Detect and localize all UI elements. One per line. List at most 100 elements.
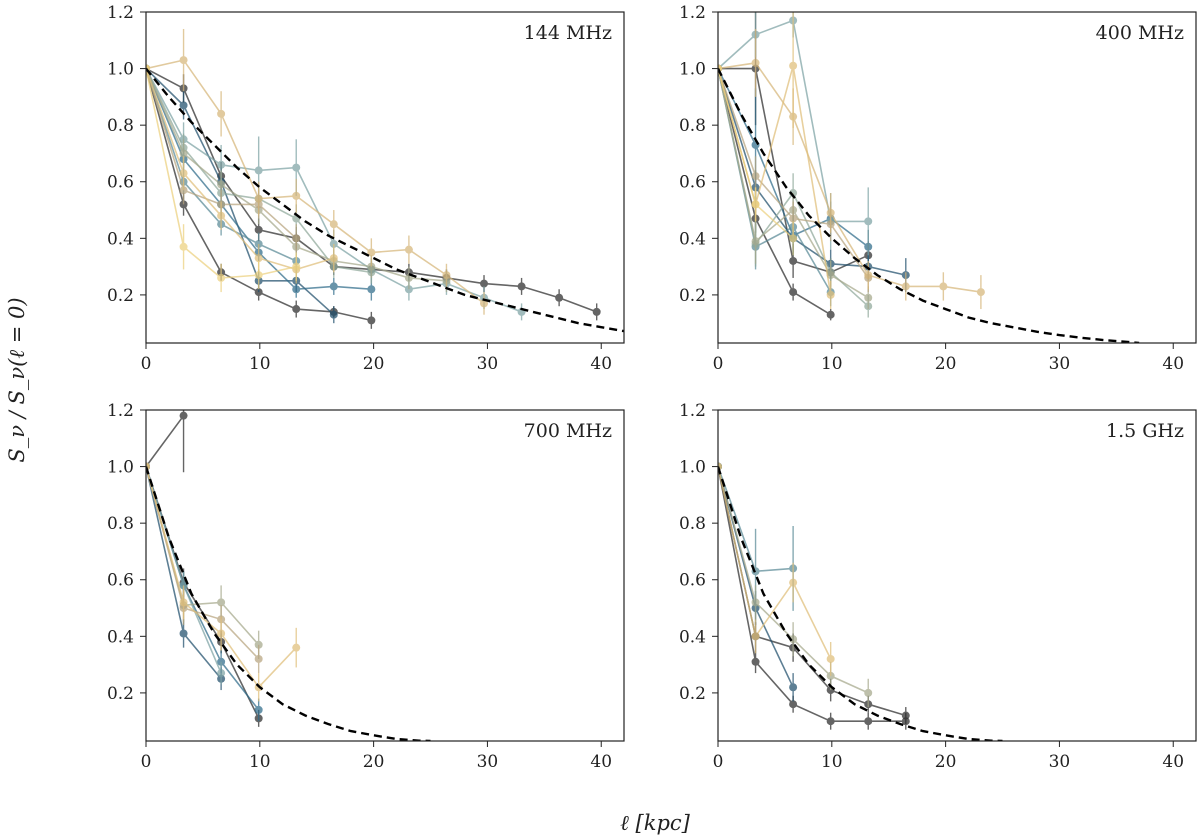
axes-frame (717, 11, 1197, 344)
data-point (592, 307, 601, 316)
plot-area (718, 12, 1140, 343)
data-point (751, 172, 760, 181)
data-point (179, 56, 188, 65)
panel-frequency-label: 400 MHz (1096, 22, 1184, 44)
model-curve (718, 466, 1003, 741)
data-point (751, 632, 760, 641)
data-point (789, 683, 798, 692)
y-tick-label: 0.2 (107, 684, 134, 704)
y-tick-label: 0.8 (679, 514, 706, 534)
data-point (254, 166, 263, 175)
axes-frame (717, 409, 1197, 742)
panel-700mhz: 0 10 20 30 40 0.2 0.4 0.6 0.8 1.0 1.2 700 MHz (107, 401, 625, 772)
data-series (718, 64, 835, 307)
model-curve (718, 68, 1140, 343)
data-point (826, 310, 835, 319)
x-tick-label: 40 (590, 752, 612, 772)
data-point (864, 271, 873, 280)
data-series (146, 462, 263, 722)
series-line (146, 415, 185, 468)
data-point (179, 411, 188, 420)
x-tick-label: 20 (363, 752, 385, 772)
data-point (217, 160, 226, 169)
data-point (217, 211, 226, 220)
data-point (789, 578, 798, 587)
series-line (146, 68, 335, 271)
data-point (789, 288, 798, 297)
y-tick-label: 0.6 (107, 173, 134, 193)
y-tick-label: 1.2 (679, 3, 706, 23)
data-point (292, 163, 301, 172)
data-series (146, 462, 263, 727)
x-tick-label: 0 (713, 354, 724, 374)
data-point (480, 279, 489, 288)
model-curve (146, 466, 431, 741)
series-line (146, 59, 485, 305)
data-point (367, 285, 376, 294)
y-tick-label: 1.0 (107, 458, 134, 478)
x-tick-label: 30 (477, 752, 499, 772)
data-point (179, 169, 188, 178)
y-tick-label: 1.0 (679, 458, 706, 478)
data-series (718, 64, 835, 321)
data-point (976, 288, 985, 297)
y-tick-label: 1.0 (107, 60, 134, 80)
x-tick-label: 30 (1049, 752, 1071, 772)
series-line (718, 62, 982, 293)
y-tick-label: 0.6 (679, 571, 706, 591)
data-series (146, 64, 301, 293)
data-point (329, 220, 338, 229)
data-series (718, 462, 910, 725)
axes-frame (145, 409, 625, 742)
data-point (751, 200, 760, 209)
y-tick-label: 0.4 (679, 627, 706, 647)
panel-400mhz: 0 10 20 30 40 0.2 0.4 0.6 0.8 1.0 1.2 400 MHz (679, 3, 1197, 374)
y-tick-label: 0.4 (679, 229, 706, 249)
y-tick-label: 0.4 (107, 229, 134, 249)
data-point (292, 285, 301, 294)
data-point (254, 705, 263, 714)
y-tick-label: 0.2 (679, 286, 706, 306)
x-tick-label: 20 (363, 354, 385, 374)
data-point (329, 254, 338, 263)
data-point (789, 214, 798, 223)
y-tick-label: 0.4 (107, 627, 134, 647)
x-tick-label: 40 (1162, 752, 1184, 772)
y-tick-label: 0.2 (679, 684, 706, 704)
data-point (292, 305, 301, 314)
data-point (864, 688, 873, 697)
data-point (789, 61, 798, 70)
data-series (718, 462, 910, 730)
y-tick-label: 1.2 (107, 3, 134, 23)
x-tick-label: 10 (249, 354, 271, 374)
data-point (864, 217, 873, 226)
y-tick-label: 0.6 (107, 571, 134, 591)
y-tick-label: 0.8 (679, 116, 706, 136)
data-point (179, 242, 188, 251)
y-tick-label: 0.6 (679, 173, 706, 193)
data-point (254, 194, 263, 203)
data-point (826, 654, 835, 663)
data-point (254, 254, 263, 263)
data-point (217, 273, 226, 282)
panel-frequency-label: 144 MHz (524, 22, 612, 44)
data-point (826, 717, 835, 726)
series-line (146, 466, 260, 711)
data-point (254, 654, 263, 663)
series-line (146, 68, 335, 316)
data-point (217, 669, 226, 678)
y-tick-label: 0.8 (107, 116, 134, 136)
data-series (146, 28, 489, 315)
data-point (292, 643, 301, 652)
x-tick-label: 0 (141, 752, 152, 772)
data-point (217, 598, 226, 607)
data-point (751, 657, 760, 666)
x-tick-label: 0 (141, 354, 152, 374)
data-point (751, 237, 760, 246)
data-point (939, 282, 948, 291)
panel-144mhz: 0 10 20 30 40 0.2 0.4 0.6 0.8 1.0 1.2 144 MHz (107, 3, 625, 374)
y-tick-label: 1.0 (679, 60, 706, 80)
x-tick-label: 0 (713, 752, 724, 772)
plot-area (146, 410, 431, 741)
data-point (555, 293, 564, 302)
